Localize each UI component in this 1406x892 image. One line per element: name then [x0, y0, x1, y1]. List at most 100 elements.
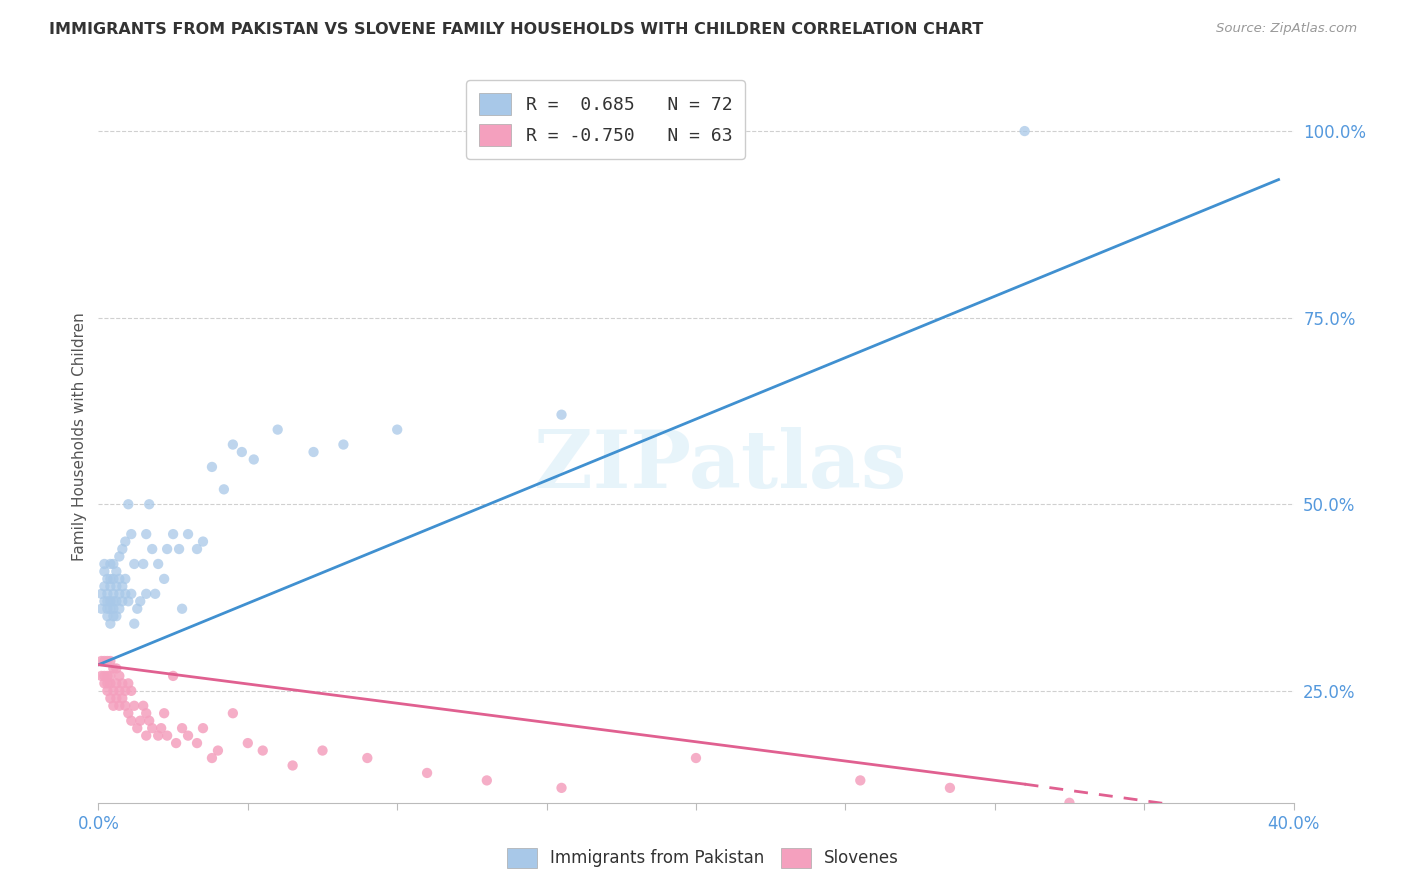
Point [138, 714, 160, 728]
Point [150, 721, 173, 735]
Point [252, 743, 274, 757]
Point [939, 780, 962, 795]
Point [167, 542, 190, 557]
Point [1014, 124, 1036, 138]
Point [129, 594, 152, 608]
Y-axis label: Family Households with Children: Family Households with Children [72, 313, 87, 561]
Point [98, 654, 122, 668]
Point [165, 736, 187, 750]
Point [96, 654, 118, 668]
Point [127, 601, 149, 615]
Point [148, 729, 170, 743]
Point [105, 579, 128, 593]
Point [231, 445, 253, 459]
Point [108, 572, 131, 586]
Point [114, 683, 136, 698]
Point [103, 609, 125, 624]
Point [114, 587, 136, 601]
Point [90, 601, 112, 615]
Point [172, 721, 194, 735]
Point [105, 691, 128, 706]
Point [156, 729, 179, 743]
Point [129, 714, 152, 728]
Point [156, 542, 179, 557]
Point [114, 534, 136, 549]
Point [96, 601, 118, 615]
Point [96, 683, 118, 698]
Point [177, 729, 200, 743]
Point [201, 751, 224, 765]
Point [148, 557, 170, 571]
Point [111, 579, 134, 593]
Point [98, 572, 122, 586]
Point [93, 557, 115, 571]
Point [114, 698, 136, 713]
Point [98, 601, 122, 615]
Point [96, 669, 118, 683]
Point [135, 527, 157, 541]
Point [120, 587, 142, 601]
Point [93, 669, 115, 683]
Point [385, 423, 409, 437]
Legend: Immigrants from Pakistan, Slovenes: Immigrants from Pakistan, Slovenes [501, 841, 905, 875]
Point [90, 587, 112, 601]
Point [186, 736, 208, 750]
Point [93, 579, 115, 593]
Point [127, 721, 149, 735]
Point [103, 683, 125, 698]
Point [222, 437, 245, 451]
Point [90, 654, 112, 668]
Point [162, 669, 184, 683]
Point [93, 594, 115, 608]
Point [105, 676, 128, 690]
Point [143, 587, 166, 601]
Point [103, 661, 125, 675]
Point [117, 497, 139, 511]
Point [124, 557, 146, 571]
Point [111, 542, 134, 557]
Point [98, 616, 122, 631]
Point [243, 452, 266, 467]
Point [550, 780, 572, 795]
Point [124, 616, 146, 631]
Point [108, 601, 131, 615]
Point [416, 766, 439, 780]
Point [93, 676, 115, 690]
Point [135, 706, 157, 721]
Point [186, 542, 208, 557]
Point [103, 594, 125, 608]
Point [267, 423, 290, 437]
Point [141, 542, 163, 557]
Point [162, 527, 184, 541]
Point [98, 594, 122, 608]
Text: Source: ZipAtlas.com: Source: ZipAtlas.com [1216, 22, 1357, 36]
Point [93, 654, 115, 668]
Point [103, 601, 125, 615]
Point [153, 706, 176, 721]
Point [281, 758, 304, 772]
Legend: R =  0.685   N = 72, R = -0.750   N = 63: R = 0.685 N = 72, R = -0.750 N = 63 [465, 80, 745, 159]
Point [117, 676, 139, 690]
Point [138, 497, 160, 511]
Point [120, 683, 142, 698]
Point [332, 437, 354, 451]
Point [302, 445, 325, 459]
Point [98, 579, 122, 593]
Point [222, 706, 245, 721]
Point [685, 751, 707, 765]
Point [172, 601, 194, 615]
Point [103, 572, 125, 586]
Point [108, 698, 131, 713]
Point [105, 565, 128, 579]
Point [191, 534, 214, 549]
Point [124, 698, 146, 713]
Point [98, 557, 122, 571]
Point [311, 743, 333, 757]
Point [1059, 796, 1081, 810]
Point [96, 587, 118, 601]
Point [93, 565, 115, 579]
Point [475, 773, 498, 788]
Point [111, 691, 134, 706]
Point [191, 721, 214, 735]
Point [105, 661, 128, 675]
